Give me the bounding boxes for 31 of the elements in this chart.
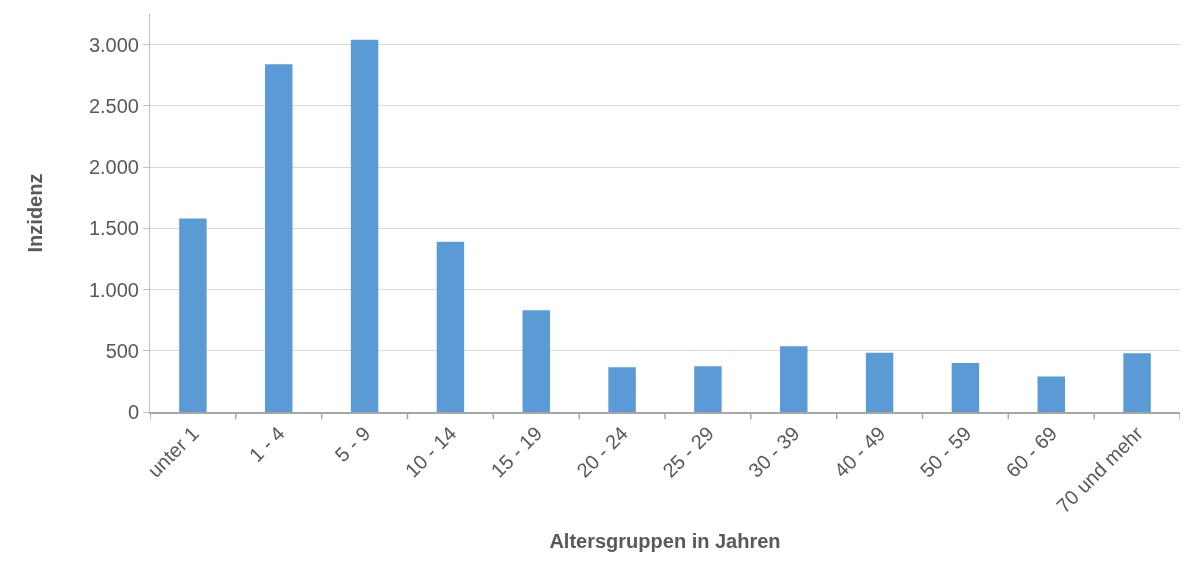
x-tick-label: 25 - 29 — [658, 422, 718, 482]
y-tick-label: 3.000 — [88, 33, 139, 56]
x-axis-title: Altersgruppen in Jahren — [549, 530, 781, 553]
bar — [780, 346, 808, 412]
y-tick-label: 500 — [105, 339, 139, 362]
x-tick-label: 10 - 14 — [400, 422, 461, 482]
bar — [265, 64, 293, 412]
bar — [350, 39, 379, 412]
y-tick-label: 2.500 — [88, 94, 139, 117]
x-tick-label: 20 - 24 — [572, 422, 632, 482]
x-tick-label: 60 - 69 — [1001, 422, 1062, 482]
y-tick-label: 0 — [127, 401, 139, 423]
bar — [608, 367, 636, 412]
y-tick-label: 2.000 — [88, 156, 139, 179]
x-tick-label: 40 - 49 — [829, 422, 890, 482]
bar — [1037, 376, 1065, 412]
bar — [865, 352, 894, 412]
bar — [694, 366, 722, 412]
y-tick-label: 1.500 — [88, 217, 139, 240]
bar — [522, 310, 550, 412]
bar — [1123, 353, 1151, 412]
bar — [436, 241, 465, 412]
y-axis-title: Inzidenz — [24, 173, 47, 253]
y-tick-label: 1.000 — [88, 278, 139, 301]
x-tick-label: 30 - 39 — [744, 422, 804, 482]
bar — [951, 363, 980, 412]
bar — [179, 218, 207, 412]
x-tick-label: 1 - 4 — [244, 422, 289, 466]
x-tick-label: 50 - 59 — [915, 422, 976, 482]
x-tick-label: 5 - 9 — [330, 422, 375, 466]
x-tick-label: 15 - 19 — [486, 422, 547, 482]
